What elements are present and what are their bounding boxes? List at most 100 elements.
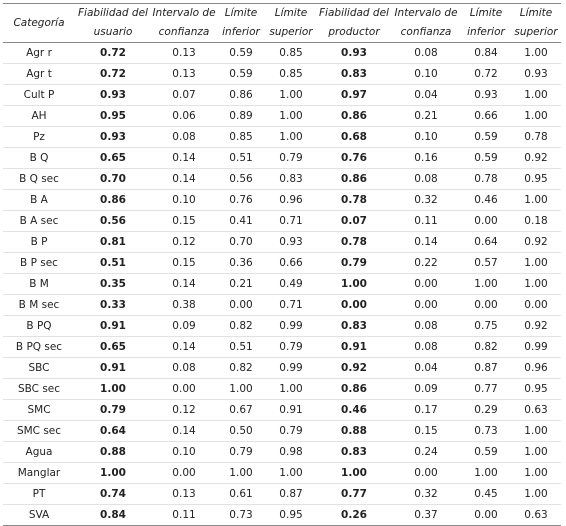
value-cell: 0.56 [217, 168, 265, 190]
header-line: Límite [224, 7, 258, 19]
value-cell: 1.00 [75, 378, 151, 400]
table-row: B PQ sec 0.65 0.14 0.51 0.79 0.91 0.08 0.82 0.99 [3, 336, 561, 358]
value-cell: 0.00 [317, 294, 391, 316]
category-cell: B Q [3, 147, 75, 169]
value-cell: 0.14 [391, 231, 461, 253]
value-cell: 0.83 [317, 315, 391, 337]
value-cell: 0.56 [75, 210, 151, 232]
value-cell: 0.10 [151, 189, 217, 211]
category-cell: Pz [3, 126, 75, 148]
value-cell: 0.89 [217, 105, 265, 127]
header-line: superior [514, 26, 558, 38]
value-cell: 0.96 [511, 357, 561, 379]
value-cell: 0.95 [511, 378, 561, 400]
value-cell: 1.00 [511, 483, 561, 505]
value-cell: 0.91 [75, 357, 151, 379]
value-cell: 0.24 [391, 441, 461, 463]
header-line: inferior [467, 26, 505, 38]
column-header: Fiabilidad del usuario [75, 3, 151, 43]
column-header: Límite superior [511, 3, 561, 43]
value-cell: 0.36 [217, 252, 265, 274]
value-cell: 0.38 [151, 294, 217, 316]
column-header: Límite superior [265, 3, 317, 43]
header-line: Límite [274, 7, 308, 19]
value-cell: 0.00 [217, 294, 265, 316]
value-cell: 0.95 [265, 504, 317, 526]
value-cell: 1.00 [511, 252, 561, 274]
value-cell: 0.51 [217, 147, 265, 169]
category-cell: PT [3, 483, 75, 505]
value-cell: 1.00 [317, 462, 391, 484]
header-line: Límite [469, 7, 503, 19]
value-cell: 0.00 [461, 210, 511, 232]
value-cell: 0.93 [317, 42, 391, 64]
value-cell: 0.72 [75, 63, 151, 85]
table-row: B Q 0.65 0.14 0.51 0.79 0.76 0.16 0.59 0.92 [3, 147, 561, 169]
value-cell: 0.12 [151, 399, 217, 421]
value-cell: 0.21 [217, 273, 265, 295]
column-header: Categoría [3, 3, 75, 43]
value-cell: 0.50 [217, 420, 265, 442]
value-cell: 0.00 [391, 273, 461, 295]
value-cell: 0.86 [317, 378, 391, 400]
value-cell: 0.99 [265, 357, 317, 379]
value-cell: 0.59 [461, 126, 511, 148]
value-cell: 0.82 [217, 357, 265, 379]
value-cell: 0.82 [217, 315, 265, 337]
category-cell: B Q sec [3, 168, 75, 190]
category-cell: Agr t [3, 63, 75, 85]
category-cell: B M sec [3, 294, 75, 316]
value-cell: 0.07 [317, 210, 391, 232]
value-cell: 0.93 [265, 231, 317, 253]
value-cell: 0.92 [511, 315, 561, 337]
value-cell: 0.08 [391, 315, 461, 337]
table-row: B PQ 0.91 0.09 0.82 0.99 0.83 0.08 0.75 0.92 [3, 315, 561, 337]
value-cell: 0.51 [75, 252, 151, 274]
value-cell: 0.15 [151, 210, 217, 232]
value-cell: 0.73 [461, 420, 511, 442]
value-cell: 0.88 [75, 441, 151, 463]
accuracy-table: Categoría Fiabilidad del usuario Intervalo … [3, 3, 561, 526]
header-line: confianza [400, 26, 452, 38]
value-cell: 0.67 [217, 399, 265, 421]
value-cell: 0.09 [151, 315, 217, 337]
value-cell: 0.76 [217, 189, 265, 211]
header-row: Categoría Fiabilidad del usuario Intervalo … [3, 3, 561, 43]
value-cell: 0.78 [317, 189, 391, 211]
value-cell: 0.08 [391, 42, 461, 64]
value-cell: 0.46 [317, 399, 391, 421]
category-cell: B P [3, 231, 75, 253]
value-cell: 0.14 [151, 147, 217, 169]
table-row: Pz 0.93 0.08 0.85 1.00 0.68 0.10 0.59 0.78 [3, 126, 561, 148]
value-cell: 0.07 [151, 84, 217, 106]
value-cell: 0.96 [265, 189, 317, 211]
value-cell: 0.14 [151, 336, 217, 358]
value-cell: 0.61 [217, 483, 265, 505]
value-cell: 0.79 [317, 252, 391, 274]
value-cell: 0.12 [151, 231, 217, 253]
value-cell: 0.41 [217, 210, 265, 232]
value-cell: 1.00 [511, 105, 561, 127]
table-row: SBC 0.91 0.08 0.82 0.99 0.92 0.04 0.87 0.96 [3, 357, 561, 379]
header-line: Intervalo de [152, 7, 216, 19]
table-row: SMC 0.79 0.12 0.67 0.91 0.46 0.17 0.29 0.63 [3, 399, 561, 421]
value-cell: 0.10 [151, 441, 217, 463]
value-cell: 0.11 [151, 504, 217, 526]
value-cell: 1.00 [511, 273, 561, 295]
value-cell: 0.13 [151, 63, 217, 85]
value-cell: 0.97 [317, 84, 391, 106]
value-cell: 0.75 [461, 315, 511, 337]
value-cell: 0.72 [75, 42, 151, 64]
category-cell: B A sec [3, 210, 75, 232]
table-row: PT 0.74 0.13 0.61 0.87 0.77 0.32 0.45 1.00 [3, 483, 561, 505]
table-row: B A 0.86 0.10 0.76 0.96 0.78 0.32 0.46 1.00 [3, 189, 561, 211]
table-row: B P sec 0.51 0.15 0.36 0.66 0.79 0.22 0.57 1.00 [3, 252, 561, 274]
header-line: superior [269, 26, 313, 38]
value-cell: 0.78 [317, 231, 391, 253]
value-cell: 0.99 [511, 336, 561, 358]
table-row: Agr r 0.72 0.13 0.59 0.85 0.93 0.08 0.84 1.00 [3, 42, 561, 64]
value-cell: 0.32 [391, 483, 461, 505]
value-cell: 0.78 [511, 126, 561, 148]
category-cell: SVA [3, 504, 75, 526]
